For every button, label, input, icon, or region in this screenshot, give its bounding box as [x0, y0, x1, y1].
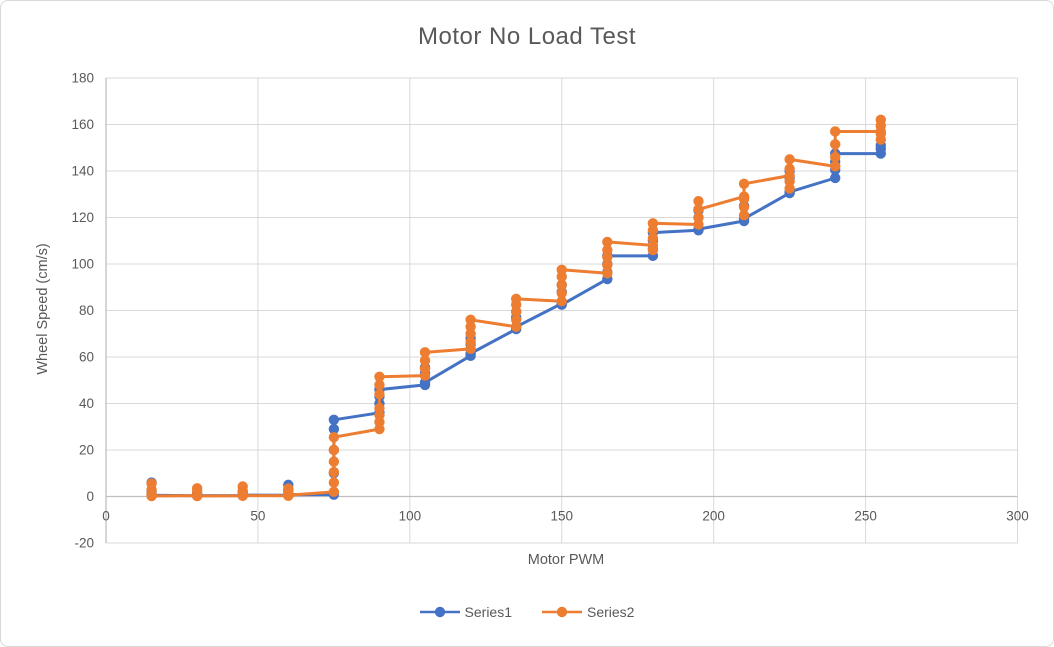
- y-tick-label: 180: [71, 71, 94, 86]
- series2-marker: [556, 287, 567, 299]
- series2-marker: [830, 139, 841, 150]
- series2-legend-label: Series2: [587, 604, 635, 620]
- series2-marker: [328, 486, 340, 498]
- series2-marker: [328, 477, 340, 488]
- chart-title: Motor No Load Test: [417, 23, 636, 50]
- x-tick-label: 0: [102, 509, 110, 524]
- y-tick-label: 40: [79, 396, 94, 411]
- y-tick-label: -20: [74, 536, 94, 551]
- series2-marker: [738, 209, 750, 221]
- y-tick-label: 60: [79, 350, 94, 365]
- series2-marker: [830, 151, 841, 163]
- series2-marker: [830, 126, 841, 137]
- series2-marker: [830, 161, 841, 172]
- x-tick-label: 50: [250, 509, 265, 524]
- series2-marker: [237, 490, 248, 501]
- series2-marker: [146, 490, 157, 502]
- series2-marker: [875, 114, 886, 126]
- series2-marker: [602, 259, 613, 271]
- series2-marker: [602, 268, 613, 279]
- series2-marker: [784, 154, 795, 165]
- series2-marker: [556, 279, 567, 291]
- series2-marker: [647, 218, 659, 229]
- series2-marker: [556, 296, 567, 307]
- y-tick-label: 140: [71, 164, 94, 179]
- series1-legend-marker: [419, 606, 460, 618]
- x-tick-label: 200: [702, 509, 725, 524]
- legend-item-series1: Series1: [419, 604, 512, 620]
- series2-marker: [875, 128, 886, 139]
- x-tick-label: 250: [854, 509, 877, 524]
- x-axis-title: Motor PWM: [527, 552, 605, 568]
- series2-marker: [647, 233, 659, 244]
- series2-marker: [419, 355, 431, 366]
- series2-marker: [738, 178, 750, 189]
- series2-marker: [328, 466, 340, 478]
- series2-marker: [374, 371, 385, 382]
- y-tick-label: 80: [79, 303, 94, 318]
- series2-marker: [647, 244, 659, 256]
- series2-marker: [374, 402, 385, 414]
- series1-legend-label: Series1: [464, 604, 512, 620]
- series2-marker: [374, 379, 385, 391]
- series2-legend-marker: [542, 606, 582, 618]
- series1-marker: [875, 143, 886, 155]
- series2-marker: [328, 456, 340, 467]
- y-tick-label: 20: [79, 443, 94, 458]
- series2-marker: [419, 363, 431, 374]
- x-tick-label: 150: [550, 509, 573, 524]
- series2-marker: [328, 432, 340, 443]
- y-tick-label: 120: [71, 210, 94, 225]
- series2-marker: [374, 389, 385, 400]
- series2-marker: [602, 236, 613, 248]
- series1-marker: [328, 423, 340, 435]
- y-tick-label: 0: [86, 489, 94, 504]
- series2-marker: [738, 193, 750, 205]
- x-tick-label: 300: [1006, 509, 1029, 524]
- series2-marker: [510, 293, 522, 305]
- x-tick-label: 100: [399, 509, 422, 524]
- series2-marker: [556, 264, 567, 276]
- series1-marker: [830, 172, 841, 184]
- series2-marker: [510, 314, 522, 325]
- series2-marker: [784, 176, 795, 187]
- series1-marker: [328, 414, 340, 425]
- series2-marker: [465, 314, 476, 325]
- series2-marker: [602, 244, 613, 256]
- y-tick-label: 160: [71, 117, 94, 132]
- series2-marker: [693, 204, 704, 215]
- y-axis-title: Wheel Speed (cm/s): [35, 243, 51, 375]
- legend-item-series2: Series2: [542, 604, 634, 620]
- series2-marker: [738, 201, 750, 213]
- series2-marker: [784, 163, 795, 174]
- series2-marker: [328, 444, 340, 456]
- series2-marker: [191, 490, 203, 502]
- legend: Series1 Series2: [1, 604, 1053, 620]
- y-tick-label: 100: [71, 257, 94, 272]
- series2-marker: [419, 347, 431, 358]
- series2-marker: [693, 196, 704, 207]
- series2-marker: [283, 490, 294, 501]
- series2-marker: [693, 212, 704, 223]
- series2-marker: [465, 336, 476, 348]
